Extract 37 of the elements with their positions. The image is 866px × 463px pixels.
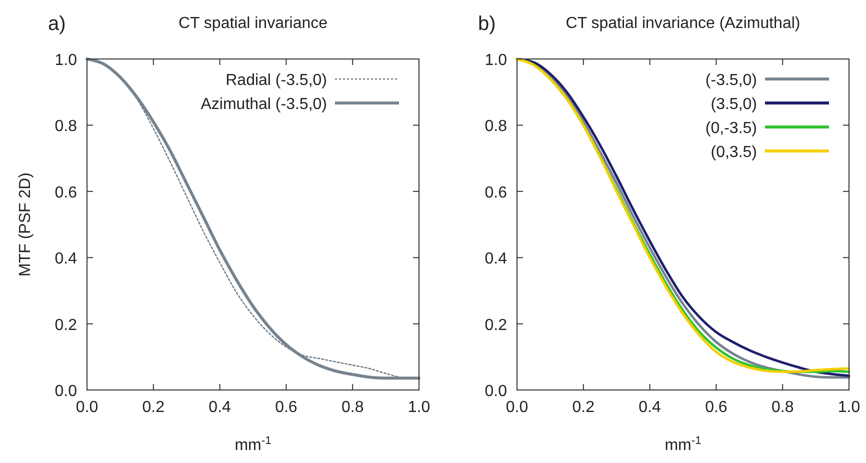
x-axis-title: mm$^{-1}$ xyxy=(664,435,702,454)
chart-title: CT spatial invariance (Azimuthal) xyxy=(566,15,800,32)
chart-title: CT spatial invariance xyxy=(178,15,328,32)
y-tick-label: 0.6 xyxy=(54,184,78,202)
legend-label: Azimuthal (-3.5,0) xyxy=(200,96,327,113)
x-tick-label: 0.4 xyxy=(208,399,232,416)
y-tick-label: 0.4 xyxy=(54,250,78,268)
text: a) xyxy=(48,13,66,35)
y-tick-label: 0.0 xyxy=(54,383,78,400)
y-tick-label: 0.0 xyxy=(484,383,508,400)
y-axis-title: MTF (PSF 2D) xyxy=(17,172,34,276)
x-tick-label: 0.6 xyxy=(275,399,298,416)
x-tick-label: 0.2 xyxy=(142,399,165,416)
x-tick-label: 0.4 xyxy=(638,399,662,416)
x-tick-label: 1.0 xyxy=(408,399,430,416)
x-tick-label: 1.0 xyxy=(838,399,860,416)
y-tick-label: 1.0 xyxy=(54,52,78,69)
y-tick-label: 0.4 xyxy=(484,250,508,268)
y-tick-label: 0.6 xyxy=(484,184,508,202)
text: b) xyxy=(478,13,496,35)
y-tick-label: 0.8 xyxy=(484,118,508,136)
x-axis-title: mm$^{-1}$ xyxy=(234,435,272,454)
legend-label: (0,3.5) xyxy=(710,144,757,161)
x-tick-label: 0.2 xyxy=(572,399,595,416)
y-tick-label: 0.8 xyxy=(54,118,78,136)
x-tick-label: 0.6 xyxy=(705,399,728,416)
y-tick-label: 0.2 xyxy=(484,316,508,334)
x-tick-label: 0.8 xyxy=(341,399,364,416)
x-tick-label: 0.0 xyxy=(76,399,98,416)
y-tick-label: 1.0 xyxy=(484,52,508,69)
legend-label: (-3.5,0) xyxy=(705,72,757,89)
x-tick-label: 0.0 xyxy=(506,399,528,416)
x-tick-label: 0.8 xyxy=(771,399,794,416)
legend-label: Radial (-3.5,0) xyxy=(226,72,327,89)
legend-label: (3.5,0) xyxy=(710,96,757,113)
legend-label: (0,-3.5) xyxy=(705,120,757,137)
y-tick-label: 0.2 xyxy=(54,316,78,334)
